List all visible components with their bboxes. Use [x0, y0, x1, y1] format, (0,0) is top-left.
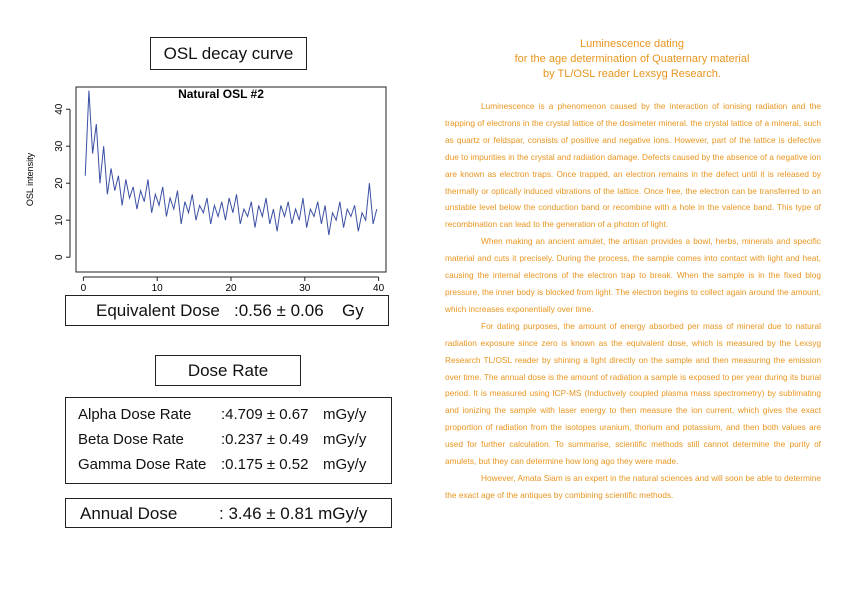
x-tick-label: 30 — [299, 283, 311, 294]
paragraph: Luminescence is a phenomenon caused by t… — [445, 101, 821, 230]
x-tick-label: 20 — [225, 283, 237, 294]
equivalent-label: Equivalent Dose — [96, 301, 220, 320]
equivalent-box: Equivalent Dose :0.56 ± 0.06 Gy — [65, 295, 389, 326]
plot-frame — [75, 86, 387, 273]
paragraph: For dating purposes, the amount of energ… — [445, 320, 821, 467]
y-tick-label: 40 — [54, 103, 65, 115]
title-line: for the age determination of Quaternary … — [514, 53, 750, 65]
osl-line — [84, 90, 378, 236]
curve-title-box: OSL decay curve — [150, 37, 307, 70]
rate-label: Beta Dose Rate — [78, 431, 184, 448]
equivalent-unit: Gy — [342, 301, 364, 320]
y-tick-label: 30 — [54, 140, 65, 152]
dose-rate-title-box: Dose Rate — [155, 355, 301, 386]
x-tick-label: 10 — [152, 283, 164, 294]
chart-title: Natural OSL #2 — [178, 87, 264, 101]
y-tick-label: 0 — [54, 254, 65, 260]
annual-box: Annual Dose : 3.46 ± 0.81 mGy/y — [65, 498, 392, 528]
rate-label: Gamma Dose Rate — [78, 456, 207, 473]
title-line: Luminescence dating — [580, 38, 684, 50]
title-line: by TL/OSL reader Lexsyg Research. — [543, 68, 721, 80]
x-tick-label: 0 — [81, 283, 87, 294]
y-axis-label: OSL intensity — [25, 152, 35, 206]
y-tick-label: 10 — [54, 214, 65, 226]
rate-unit: mGy/y — [323, 431, 367, 448]
rate-unit: mGy/y — [323, 456, 367, 473]
annual-value: : 3.46 ± 0.81 mGy/y — [219, 504, 368, 523]
rate-label: Alpha Dose Rate — [78, 406, 192, 423]
annual-label: Annual Dose — [80, 504, 178, 523]
rate-value: :0.175 ± 0.52 — [221, 456, 309, 473]
dose-rate-title: Dose Rate — [187, 361, 269, 380]
x-tick-label: 40 — [373, 283, 385, 294]
rate-value: :4.709 ± 0.67 — [221, 406, 309, 423]
curve-title: OSL decay curve — [163, 44, 294, 63]
article-title: Luminescence dating for the age determin… — [432, 37, 832, 82]
y-tick-label: 20 — [54, 177, 65, 189]
chart: Natural OSL #2 OSL intensity 0 10 20 30 40 0 10 2… — [25, 86, 387, 294]
paragraph: When making an ancient amulet, the artis… — [445, 236, 821, 314]
equivalent-value: :0.56 ± 0.06 — [234, 301, 324, 320]
article-body: Luminescence is a phenomenon caused by t… — [445, 98, 821, 504]
dose-rates-box: Alpha Dose Rate :4.709 ± 0.67 mGy/y Beta… — [65, 397, 392, 484]
rate-unit: mGy/y — [323, 406, 367, 423]
rate-value: :0.237 ± 0.49 — [221, 431, 309, 448]
paragraph: However, Amata Siam is an expert in the … — [445, 472, 821, 500]
